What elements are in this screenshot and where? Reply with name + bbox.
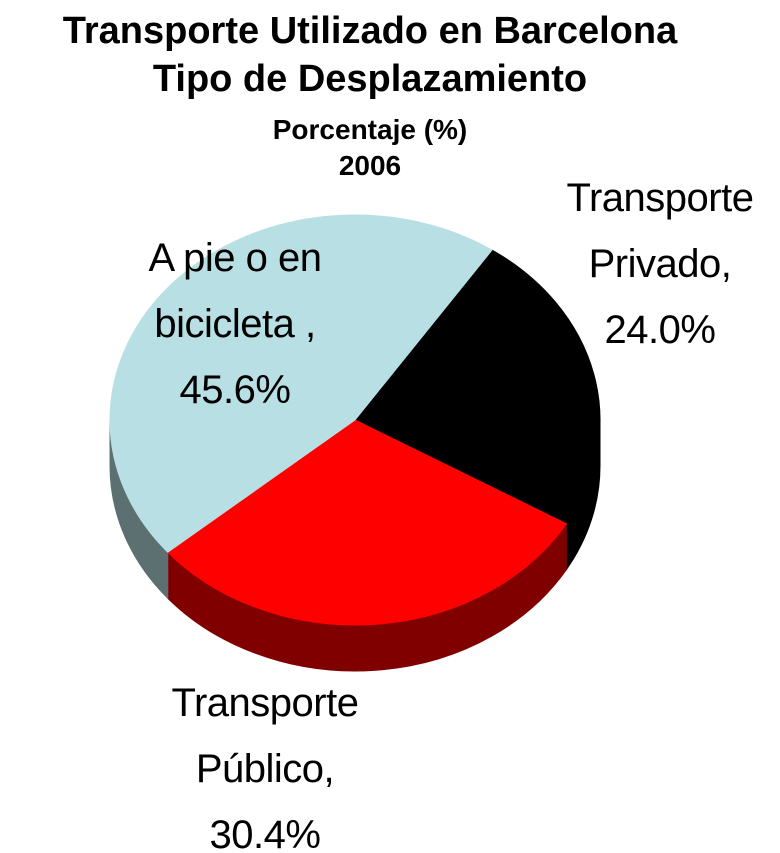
pie-slice — [354, 249, 601, 525]
data-label: A pie o en bicicleta , 45.6% — [120, 225, 350, 423]
category-label: Transporte Privado, — [566, 176, 754, 286]
chart-subtitle: Tipo de Desplazamiento — [152, 58, 588, 100]
value-label: 30.4% — [209, 813, 321, 853]
data-label: Transporte Público, 30.4% — [150, 670, 380, 853]
data-label: Transporte Privado, 24.0% — [550, 165, 770, 363]
unit-label: Porcentaje (%) — [272, 114, 468, 145]
value-label: 45.6% — [179, 368, 291, 412]
chart-title: Transporte Utilizado en Barcelona — [62, 10, 678, 52]
year-label: 2006 — [338, 150, 402, 181]
category-label: A pie o en bicicleta , — [148, 236, 322, 346]
pie-slice — [166, 419, 568, 626]
category-label: Transporte Público, — [171, 681, 359, 791]
pie-slice — [109, 214, 493, 553]
value-label: 24.0% — [604, 308, 716, 352]
